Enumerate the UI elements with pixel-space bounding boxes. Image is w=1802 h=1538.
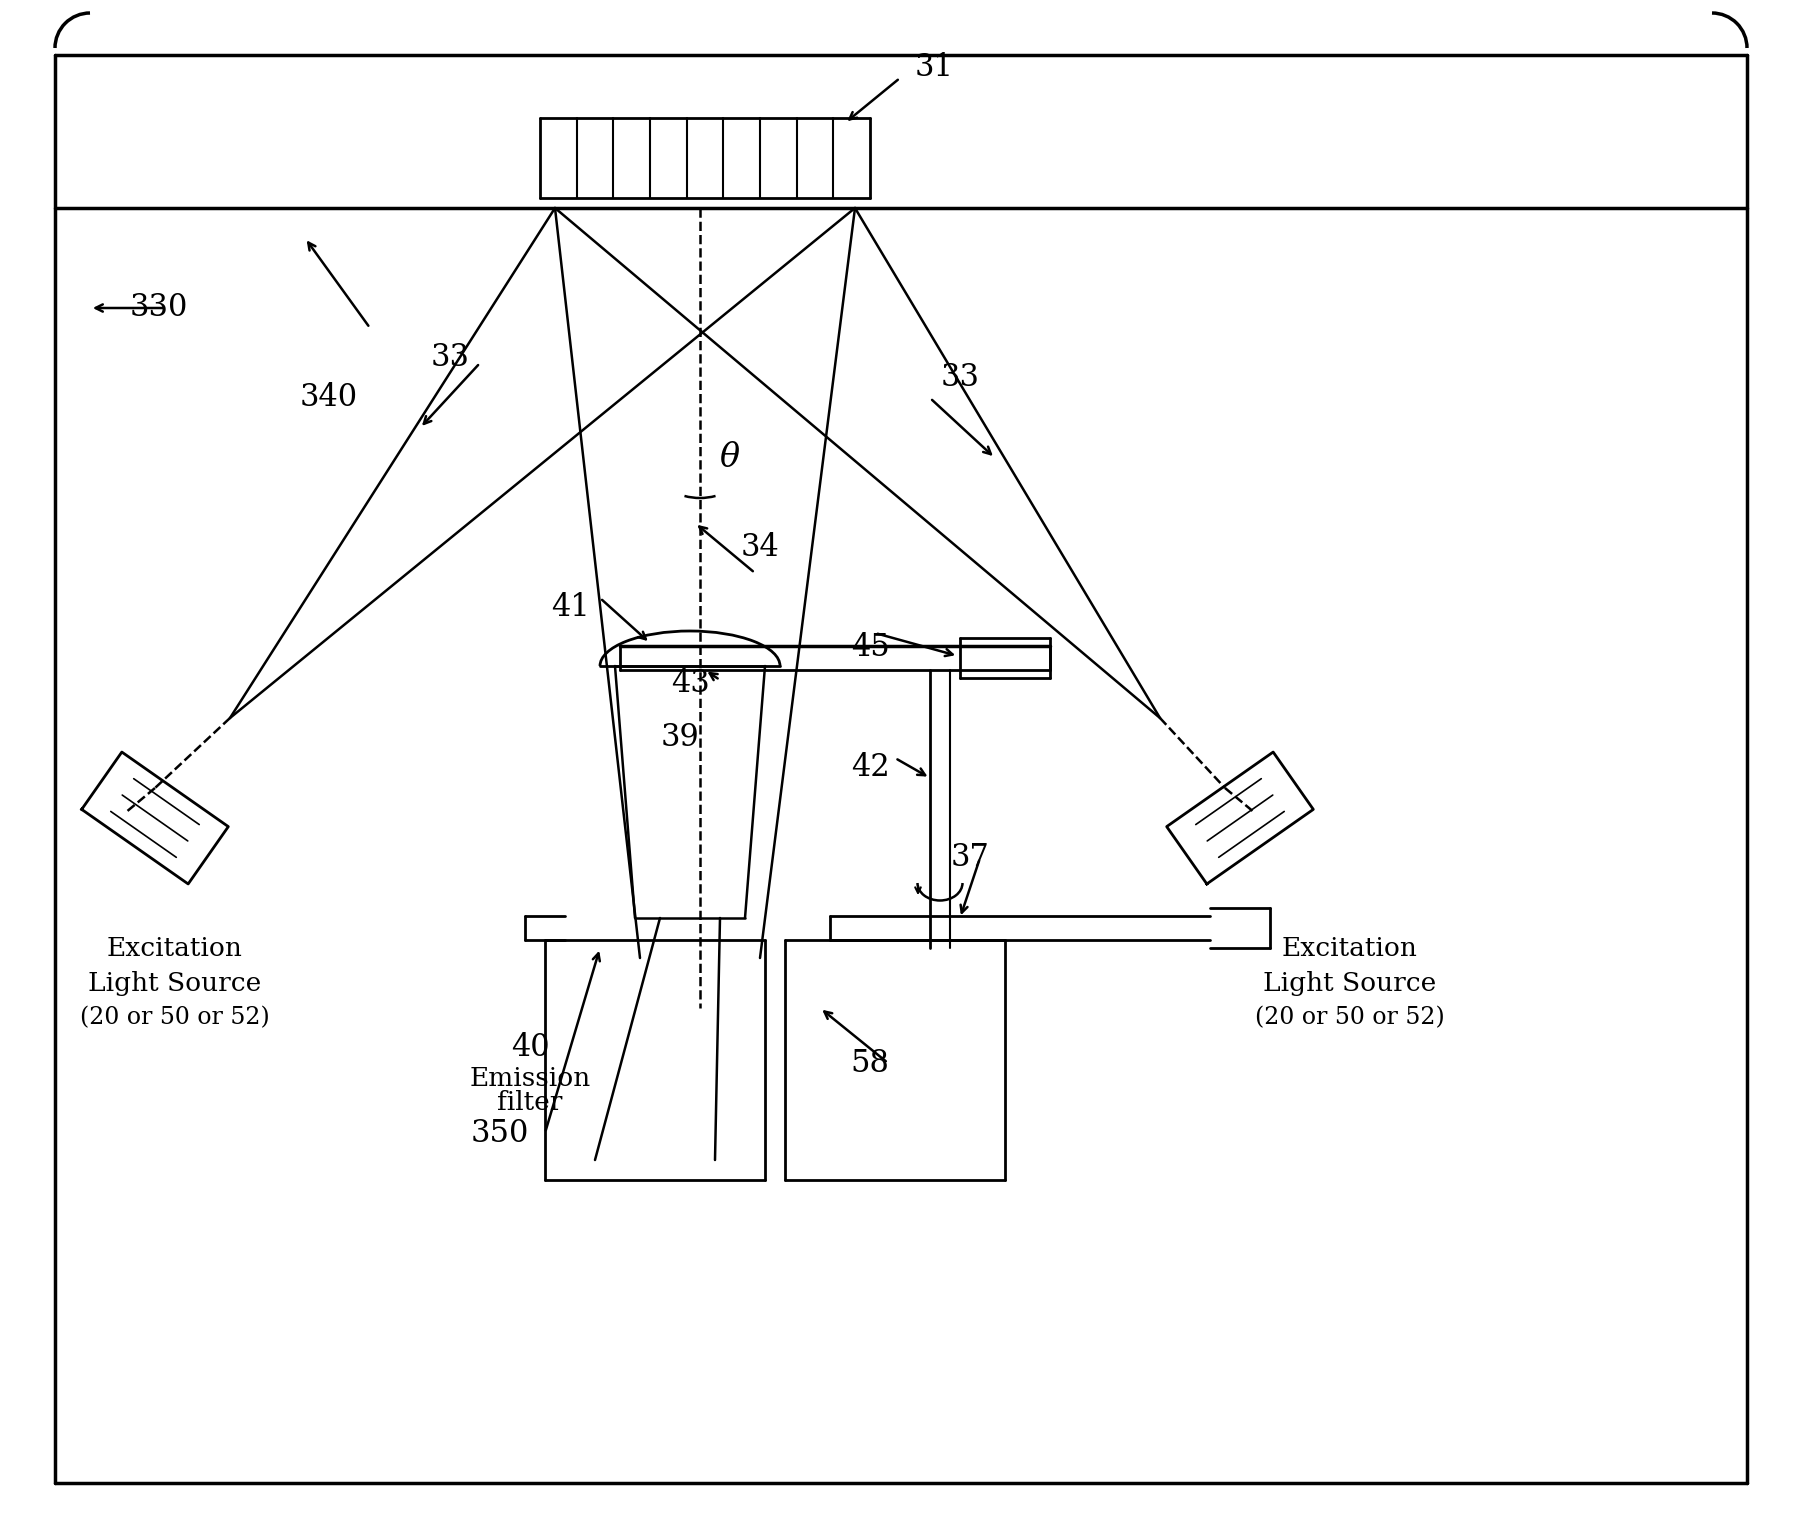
Text: Excitation: Excitation bbox=[1281, 935, 1418, 961]
Text: 40: 40 bbox=[510, 1032, 550, 1063]
Text: 340: 340 bbox=[299, 383, 359, 414]
Text: Emission: Emission bbox=[469, 1066, 591, 1090]
Text: Light Source: Light Source bbox=[1263, 970, 1436, 995]
Text: (20 or 50 or 52): (20 or 50 or 52) bbox=[79, 1006, 270, 1029]
Text: 33: 33 bbox=[941, 363, 980, 394]
Text: 34: 34 bbox=[741, 532, 780, 563]
Text: 58: 58 bbox=[851, 1047, 890, 1078]
Text: 350: 350 bbox=[470, 1118, 530, 1149]
Text: 45: 45 bbox=[851, 632, 890, 663]
Text: 39: 39 bbox=[661, 723, 699, 754]
Text: 330: 330 bbox=[130, 292, 189, 323]
Text: 42: 42 bbox=[851, 752, 890, 783]
Text: Light Source: Light Source bbox=[88, 970, 261, 995]
Text: 37: 37 bbox=[951, 843, 989, 874]
Text: 41: 41 bbox=[551, 592, 589, 623]
Text: θ: θ bbox=[721, 441, 741, 474]
Text: 33: 33 bbox=[431, 343, 470, 374]
Text: 43: 43 bbox=[670, 667, 710, 698]
Text: 31: 31 bbox=[915, 52, 953, 83]
Text: Excitation: Excitation bbox=[106, 935, 243, 961]
Text: (20 or 50 or 52): (20 or 50 or 52) bbox=[1256, 1006, 1445, 1029]
Text: filter: filter bbox=[497, 1090, 562, 1115]
